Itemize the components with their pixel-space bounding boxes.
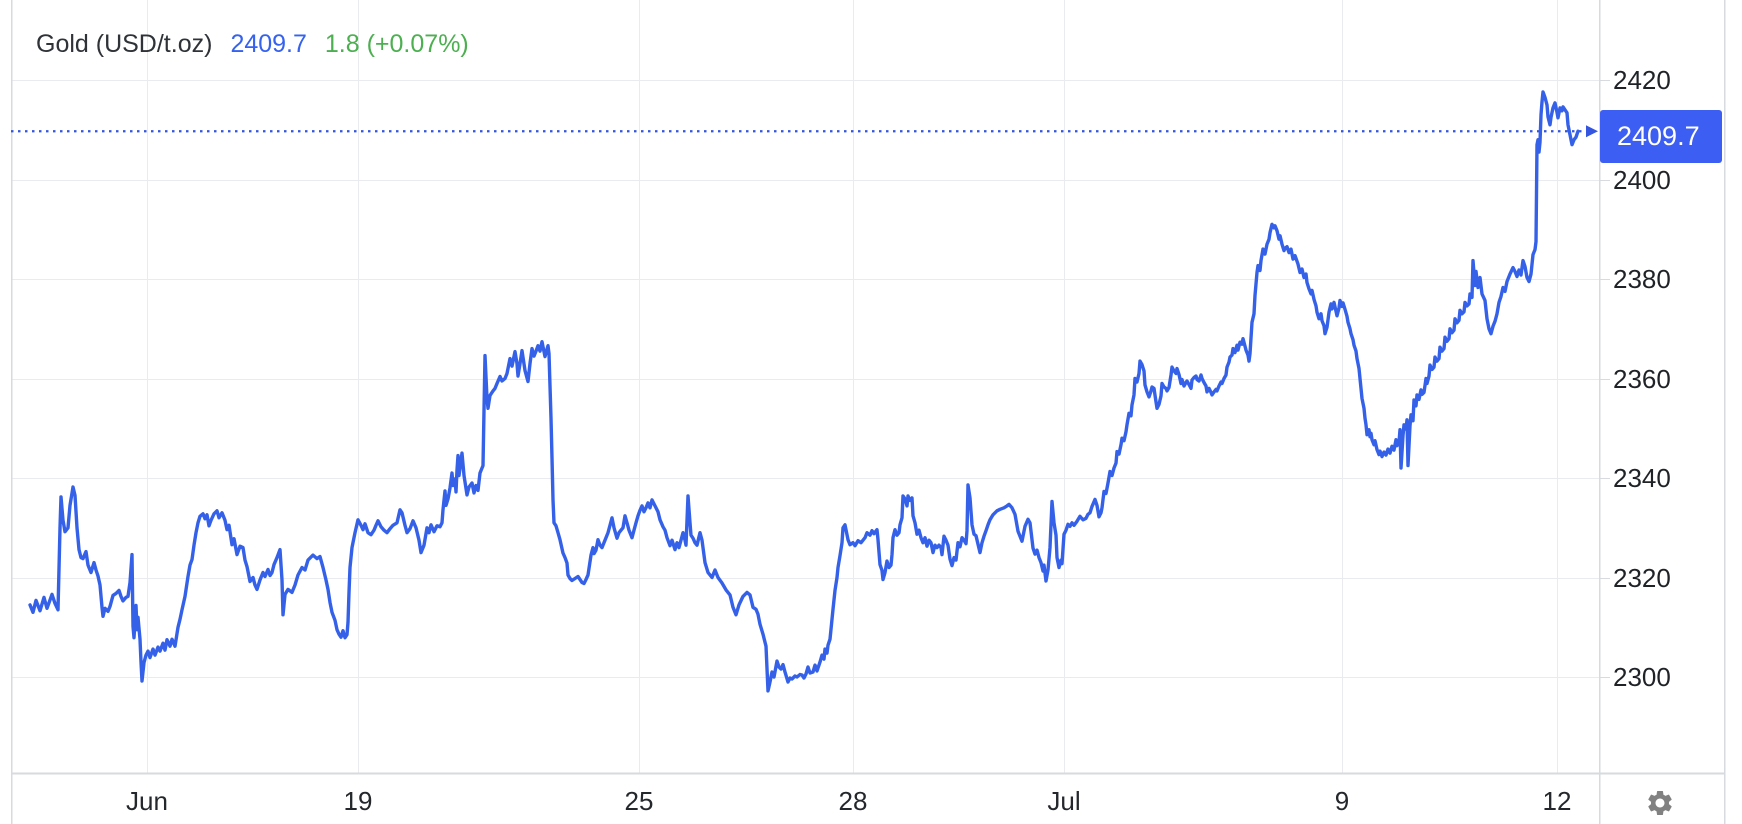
y-axis-label: 2360 — [1613, 363, 1671, 394]
y-axis-label: 2340 — [1613, 463, 1671, 493]
vertical-gridlines — [147, 0, 1558, 774]
x-axis-label: 9 — [1334, 786, 1350, 816]
y-axis-label: 2320 — [1613, 562, 1671, 593]
y-axis-label: 2380 — [1613, 264, 1671, 294]
last-price-value: 2409.7 — [230, 30, 307, 58]
price-change-value: 1.8 (+0.07%) — [324, 30, 469, 58]
instrument-title: Gold (USD/t.oz) — [36, 30, 213, 58]
x-axis-label: Jul — [1047, 786, 1081, 816]
x-axis-label: 25 — [624, 786, 654, 816]
current-price-tag: 2409.7 — [1600, 110, 1722, 163]
horizontal-gridlines — [11, 80, 1610, 678]
y-axis-label: 2420 — [1613, 65, 1671, 95]
y-axis-label: 2300 — [1613, 662, 1671, 692]
axis-spines — [10, 0, 1726, 824]
chart-header: Gold (USD/t.oz) 2409.7 1.8 (+0.07%) — [36, 29, 469, 59]
x-axis-label: 28 — [838, 786, 868, 816]
gear-icon — [1648, 791, 1672, 815]
y-axis-label: 2400 — [1613, 164, 1671, 195]
x-axis-label: Jun — [126, 786, 168, 816]
x-axis-label: 19 — [343, 786, 373, 816]
current-price-arrow-icon — [1586, 125, 1598, 138]
price-line-series — [28, 90, 1580, 693]
settings-gear-icon[interactable] — [1645, 788, 1675, 818]
x-axis-label: 12 — [1542, 786, 1572, 816]
